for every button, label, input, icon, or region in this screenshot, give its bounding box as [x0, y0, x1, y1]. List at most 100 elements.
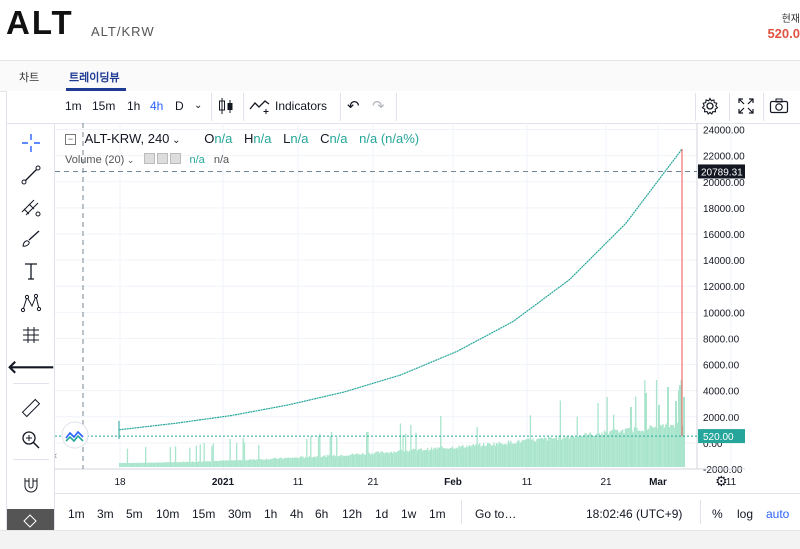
range-5m[interactable]: 5m [126, 507, 143, 521]
volume-bar [210, 461, 212, 467]
interval-1m[interactable]: 1m [65, 99, 82, 113]
volume-bar [399, 423, 402, 467]
volume-bar [273, 457, 275, 467]
volume-bar [145, 447, 147, 467]
volume-label[interactable]: Volume (20) [65, 154, 125, 166]
volume-bar [267, 459, 269, 467]
volume-bar [532, 438, 534, 467]
chevron-down-icon[interactable]: ⌄ [124, 155, 135, 165]
y-tick-label: 8000.00 [703, 334, 740, 345]
remove-icon[interactable] [170, 153, 182, 164]
divider [13, 383, 49, 384]
indicators-button[interactable]: Indicators [275, 99, 328, 113]
fib-retracement-icon[interactable] [19, 195, 43, 219]
magnet-icon[interactable] [19, 473, 43, 497]
range-10m[interactable]: 10m [156, 507, 180, 521]
crosshair-icon[interactable] [19, 131, 43, 155]
volume-bar [609, 431, 611, 467]
chart-pane[interactable]: 24000.00 22000.00 20000.00 18000.00 16000.00… [53, 123, 745, 493]
volume-bar [271, 458, 273, 467]
x-tick-label: 21 [600, 477, 612, 488]
volume-bar [171, 462, 173, 467]
volume-bar [146, 462, 148, 467]
interval-d[interactable]: D [175, 99, 184, 113]
log-toggle[interactable]: log [737, 507, 754, 521]
volume-bar [301, 456, 303, 467]
volume-bar [679, 385, 681, 467]
redo-icon[interactable]: ↷ [372, 98, 385, 115]
volume-bar [237, 460, 239, 467]
range-12h[interactable]: 12h [342, 507, 363, 521]
candlestick-icon[interactable] [218, 96, 234, 119]
volume-bar [373, 453, 376, 467]
volume-bar [464, 447, 467, 467]
volume-bar [597, 403, 599, 467]
interval-1h[interactable]: 1h [127, 99, 141, 113]
go-to-button[interactable]: Go to… [475, 507, 517, 521]
interval-15m[interactable]: 15m [92, 99, 116, 113]
volume-bar [241, 460, 243, 467]
volume-bar [445, 448, 447, 467]
volume-bar [544, 437, 546, 467]
prediction-measure-icon[interactable] [19, 323, 43, 347]
range-1m[interactable]: 1m [68, 507, 85, 521]
volume-bar [421, 450, 424, 467]
tab-chart[interactable]: 차트 [19, 72, 40, 84]
range-30m[interactable]: 30m [228, 507, 252, 521]
volume-bar [265, 458, 268, 467]
range-4h[interactable]: 4h [290, 507, 304, 521]
range-15m[interactable]: 15m [192, 507, 216, 521]
tab-tradingview[interactable]: 트레이딩뷰 [69, 72, 120, 84]
camera-icon[interactable] [769, 97, 789, 118]
price-chart[interactable]: 24000.00 22000.00 20000.00 18000.00 16000.00… [53, 123, 745, 493]
text-tool-icon[interactable] [19, 259, 43, 283]
volume-bar [633, 427, 636, 467]
volume-bar [458, 445, 460, 467]
range-1w[interactable]: 1w [401, 507, 417, 521]
collapse-legend-icon[interactable]: − [65, 134, 76, 145]
volume-bar [623, 433, 625, 467]
y-tick-label: 4000.00 [703, 387, 740, 398]
volume-bar [225, 460, 227, 467]
chevron-down-icon[interactable]: ⌄ [169, 135, 181, 146]
volume-bar [674, 427, 676, 467]
volume-bar [642, 431, 645, 467]
range-1mo[interactable]: 1m [429, 507, 446, 521]
y-tick-label: 6000.00 [703, 361, 740, 372]
range-6h[interactable]: 6h [315, 507, 329, 521]
range-1h[interactable]: 1h [264, 507, 278, 521]
volume-bar [630, 407, 632, 467]
symbol-label[interactable]: ALT-KRW, 240 [84, 131, 170, 146]
visibility-icon[interactable] [144, 153, 156, 164]
arrow-left-icon[interactable]: 🡐 [6, 356, 56, 377]
volume-bar [290, 458, 292, 467]
interval-4h[interactable]: 4h [150, 99, 164, 113]
volume-bar [345, 455, 347, 467]
ruler-icon[interactable] [19, 396, 43, 420]
volume-bar [252, 459, 255, 467]
change-value: n/a (n/a%) [359, 131, 420, 146]
volume-bar [327, 454, 329, 467]
volume-bar [496, 443, 498, 467]
auto-toggle[interactable]: auto [766, 507, 790, 521]
volume-bar [297, 457, 299, 467]
zoom-in-icon[interactable] [19, 428, 43, 452]
hide-drawings-icon[interactable] [7, 509, 54, 530]
trend-line-icon[interactable] [19, 163, 43, 187]
range-3m[interactable]: 3m [97, 507, 114, 521]
volume-bar [649, 425, 651, 467]
settings-small-icon[interactable] [157, 153, 169, 164]
settings-gear-icon[interactable] [701, 97, 719, 118]
volume-bar [641, 430, 643, 467]
clock-time[interactable]: 18:02:46 (UTC+9) [586, 507, 683, 521]
pattern-icon[interactable] [19, 291, 43, 315]
indicators-icon[interactable] [249, 97, 271, 118]
chevron-down-icon[interactable]: ⌄ [194, 100, 203, 111]
volume-bar [211, 446, 213, 467]
y-tick-label: 16000.00 [703, 230, 745, 241]
undo-icon[interactable]: ↶ [347, 98, 360, 115]
percent-toggle[interactable]: % [712, 507, 723, 521]
range-1d[interactable]: 1d [375, 507, 389, 521]
fullscreen-icon[interactable] [737, 97, 755, 118]
brush-icon[interactable] [19, 227, 43, 251]
